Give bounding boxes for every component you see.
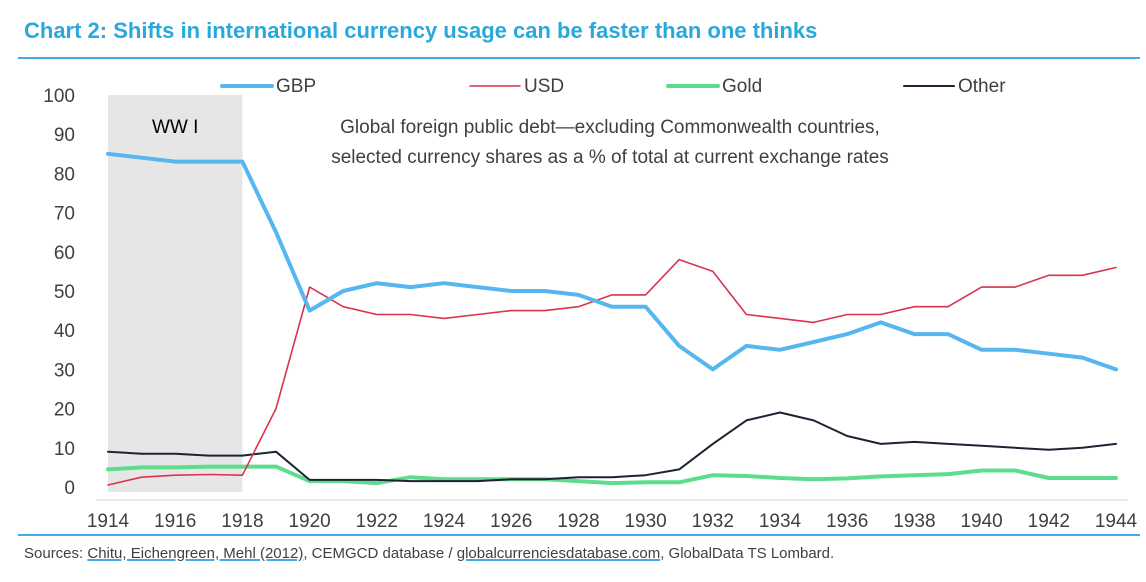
- x-tick-label: 1942: [1028, 511, 1070, 530]
- x-tick-label: 1918: [221, 511, 263, 530]
- chart-annotation: Global foreign public debt—excluding Com…: [331, 117, 889, 168]
- y-tick-label: 70: [54, 204, 75, 225]
- x-tick-label: 1930: [624, 511, 666, 530]
- y-axis: 0 10 20 30 40 50 60 70 80 90 100: [43, 86, 75, 499]
- series-line-other: [107, 411, 1117, 483]
- series-line-gold: [106, 464, 1118, 486]
- y-tick-label: 10: [54, 439, 75, 460]
- series-line-usd: [107, 258, 1117, 486]
- annotation-line-1: Global foreign public debt—excluding Com…: [340, 117, 880, 138]
- title-divider: [18, 57, 1140, 59]
- footer-divider: [18, 534, 1140, 536]
- x-tick-label: 1932: [692, 511, 734, 530]
- chart-title: Chart 2: Shifts in international currenc…: [24, 18, 818, 43]
- y-tick-label: 30: [54, 360, 75, 381]
- y-tick-label: 40: [54, 321, 75, 342]
- y-tick-label: 20: [54, 400, 75, 421]
- y-tick-label: 90: [54, 125, 75, 146]
- series-line-gbp: [106, 151, 1118, 372]
- y-tick-label: 100: [43, 86, 75, 107]
- legend-label-usd: USD: [524, 76, 564, 97]
- source-middle: , CEMGCD database /: [303, 545, 457, 562]
- x-axis: 1914 1916 1918 1920 1922 1924 1926 1928 1930 1932…: [87, 511, 1138, 530]
- y-tick-label: 80: [54, 164, 75, 185]
- x-tick-label: 1944: [1095, 511, 1138, 530]
- x-tick-label: 1914: [87, 511, 130, 530]
- x-tick-label: 1928: [557, 511, 599, 530]
- x-tick-label: 1926: [490, 511, 532, 530]
- annotation-line-2: selected currency shares as a % of total…: [331, 147, 889, 168]
- y-tick-label: 60: [54, 243, 75, 264]
- x-tick-label: 1920: [288, 511, 330, 530]
- y-tick-label: 50: [54, 282, 75, 303]
- x-tick-label: 1916: [154, 511, 196, 530]
- legend-label-gold: Gold: [722, 76, 762, 97]
- source-suffix: , GlobalData TS Lombard.: [660, 545, 835, 562]
- source-link-chitu[interactable]: Chitu, Eichengreen, Mehl (2012): [87, 545, 304, 562]
- source-prefix: Sources:: [24, 545, 88, 562]
- y-tick-label: 0: [64, 478, 75, 499]
- source-note: Sources: Chitu, Eichengreen, Mehl (2012)…: [24, 545, 834, 562]
- x-tick-label: 1924: [423, 511, 466, 530]
- x-tick-label: 1922: [356, 511, 398, 530]
- series-lines: [106, 151, 1118, 486]
- x-tick-label: 1934: [759, 511, 802, 530]
- x-tick-label: 1936: [826, 511, 868, 530]
- legend-label-other: Other: [958, 76, 1006, 97]
- legend: GBP USD Gold Other: [220, 76, 1006, 97]
- x-tick-label: 1938: [893, 511, 935, 530]
- wwi-label: WW I: [152, 117, 198, 138]
- legend-label-gbp: GBP: [276, 76, 316, 97]
- source-link-database[interactable]: globalcurrenciesdatabase.com: [456, 545, 661, 562]
- line-chart: WW I 0 10 20 30 40 50 60 70 80 90 100 1914 1916 1918…: [43, 76, 1138, 530]
- x-tick-label: 1940: [960, 511, 1002, 530]
